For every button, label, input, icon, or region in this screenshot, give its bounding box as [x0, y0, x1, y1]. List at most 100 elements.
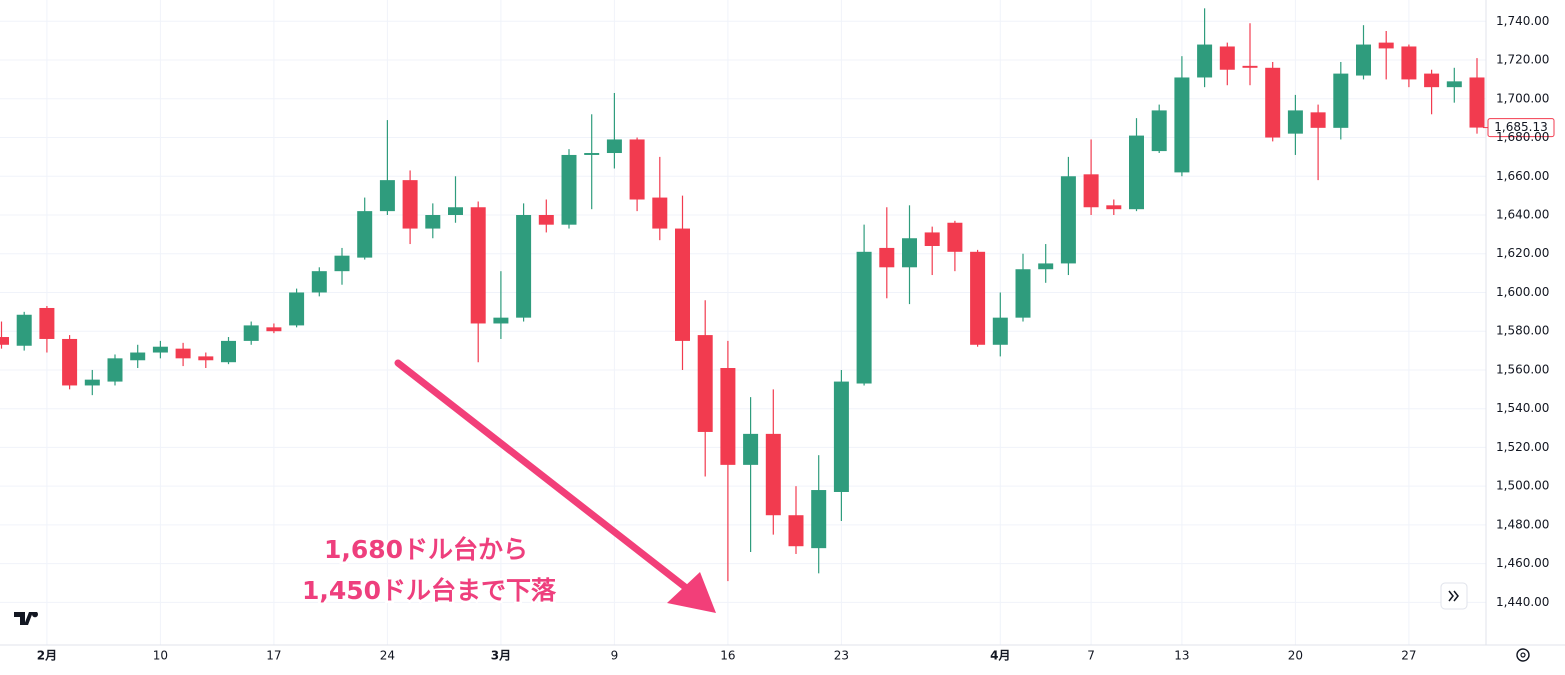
candle-body [1197, 44, 1213, 78]
candle-body [152, 346, 168, 353]
candle-body [1287, 110, 1303, 134]
candle-body [606, 139, 622, 154]
candle-body [175, 348, 191, 359]
candle-body [833, 381, 849, 492]
candle-body [788, 515, 804, 547]
candle-body [493, 317, 509, 324]
candle-body [357, 211, 373, 258]
x-tick-label: 23 [834, 649, 849, 663]
candle-body [561, 154, 577, 225]
candle-body [402, 180, 418, 229]
candle-body [425, 215, 441, 229]
y-tick-label: 1,440.00 [1496, 595, 1549, 609]
candle-body [1060, 176, 1076, 264]
logo-mark [14, 612, 39, 625]
candle-body [1265, 67, 1281, 138]
candle-body [1469, 77, 1485, 128]
last-price-box [1487, 118, 1555, 138]
candle-body [992, 317, 1008, 345]
y-tick-label: 1,520.00 [1496, 440, 1549, 454]
x-tick-label: 4月 [990, 649, 1010, 663]
scroll-icon [1448, 590, 1459, 602]
candle-body [1310, 112, 1326, 128]
candle-body [765, 433, 781, 516]
candle-body [289, 292, 305, 326]
candle-body [720, 368, 736, 465]
candle-body [266, 327, 282, 332]
candle-body [1151, 110, 1167, 152]
candle-body [470, 207, 486, 324]
x-tick-label: 10 [153, 649, 168, 663]
candle-body [879, 247, 895, 268]
y-tick-label: 1,640.00 [1496, 208, 1549, 222]
candle-body [62, 338, 78, 386]
candle-body [1106, 205, 1122, 210]
candle-body [629, 139, 645, 200]
candle-body [39, 307, 55, 339]
overlay: 1,685.13 [1483, 118, 1555, 138]
candle-body [198, 356, 214, 361]
x-tick-label: 13 [1174, 649, 1189, 663]
x-tick-label: 16 [720, 649, 735, 663]
y-tick-label: 1,540.00 [1496, 401, 1549, 415]
y-tick-label: 1,620.00 [1496, 246, 1549, 260]
candle-body [1242, 65, 1258, 68]
y-tick-label: 1,500.00 [1496, 479, 1549, 493]
candle-body [1174, 77, 1190, 173]
candle-body [448, 207, 463, 215]
candle-body [334, 255, 350, 272]
x-tick-label: 9 [611, 649, 619, 663]
candle-body [16, 314, 32, 346]
candle-body [1129, 135, 1144, 210]
y-tick-label: 1,720.00 [1496, 53, 1549, 67]
candle-body [1333, 73, 1349, 128]
x-tick-label: 17 [266, 649, 281, 663]
candle-body [1401, 46, 1417, 80]
candle-body [84, 379, 100, 386]
y-tick-label: 1,680.00 [1496, 130, 1549, 144]
settings-icon-center [1520, 652, 1526, 658]
candle-body [538, 215, 554, 225]
scroll-button-box[interactable] [1440, 582, 1468, 610]
candle-body [379, 180, 395, 212]
x-tick-label: 27 [1401, 649, 1416, 663]
candle-body [243, 325, 259, 341]
candle-body [311, 271, 327, 293]
candle-body [516, 215, 532, 318]
x-tick-label: 20 [1288, 649, 1303, 663]
y-tick-label: 1,740.00 [1496, 14, 1549, 28]
candle-body [1038, 263, 1054, 270]
candle-body [1015, 269, 1031, 318]
candle-body [221, 340, 236, 363]
candle-body [856, 251, 872, 384]
candle-body [947, 222, 963, 252]
candle-body [743, 433, 759, 465]
last-price-label: 1,685.13 [1494, 120, 1547, 134]
candle-body [1219, 46, 1235, 70]
candle-body [652, 197, 668, 229]
settings-icon[interactable] [1516, 648, 1530, 662]
drop-arrow [394, 359, 716, 613]
y-tick-label: 1,560.00 [1496, 362, 1549, 376]
y-tick-label: 1,600.00 [1496, 285, 1549, 299]
y-tick-label: 1,480.00 [1496, 517, 1549, 531]
arrow-shaft [394, 359, 698, 598]
x-tick-label: 3月 [491, 649, 511, 663]
y-tick-label: 1,700.00 [1496, 91, 1549, 105]
candle-body [107, 358, 123, 382]
candle-body [902, 238, 917, 268]
candle-body [924, 232, 940, 246]
candle-body [1446, 81, 1462, 88]
x-tick-label: 2月 [37, 649, 57, 663]
candle-body [1424, 73, 1440, 88]
candle-body [1378, 42, 1394, 49]
y-tick-label: 1,660.00 [1496, 169, 1549, 183]
scroll-button[interactable] [1440, 582, 1468, 610]
y-tick-label: 1,580.00 [1496, 324, 1549, 338]
x-tick-label: 24 [380, 649, 395, 663]
candle-body [970, 251, 986, 345]
settings-button[interactable] [1516, 648, 1530, 662]
arrow-head [667, 572, 716, 613]
